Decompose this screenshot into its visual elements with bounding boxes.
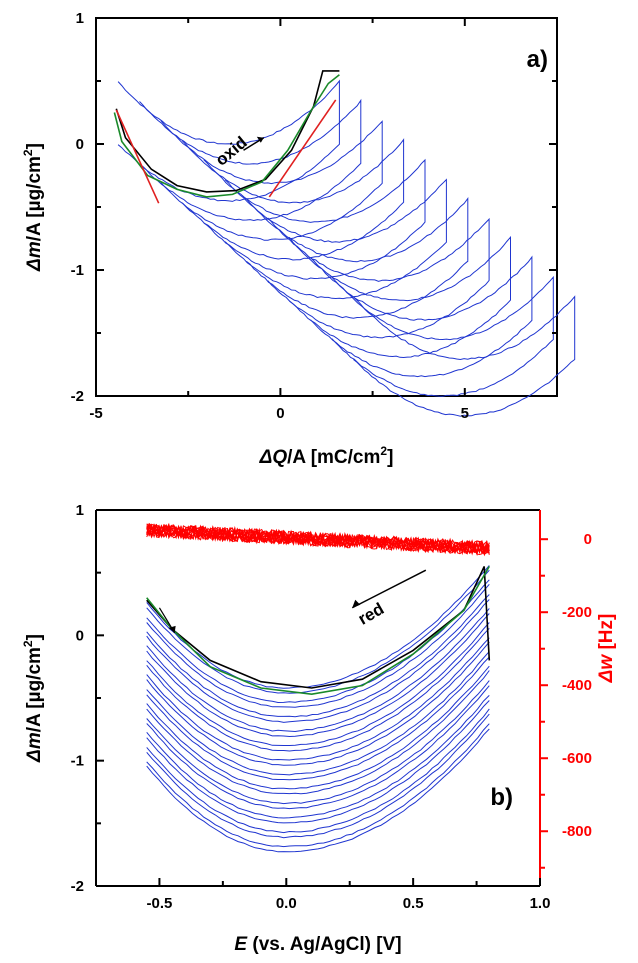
panel-b-series-green-1 [146, 565, 490, 696]
panel-b-yaxis-title-symbol: Δm [24, 732, 45, 763]
panel-b-curve-11-1 [146, 728, 490, 853]
panel-b-curve-3-0 [146, 608, 490, 733]
panel-b-freq-trace-11 [146, 523, 490, 556]
panel-a-yaxis-title-end: ] [24, 143, 45, 149]
panel-a-xtick-label: -5 [89, 405, 102, 422]
panel-a-series-red-3 [268, 99, 337, 198]
panel-b-y2tick-label: 0 [584, 531, 592, 548]
panel-b-curve-10-0 [146, 708, 490, 834]
panel-b-curve-6-1 [146, 656, 490, 781]
panel-b-yaxis-title: Δm/A [µg/cm2] [21, 634, 45, 763]
panel-b-curve-0-0 [146, 565, 490, 689]
panel-b-curve-7-1 [146, 670, 490, 795]
panel-a-loop-3 [181, 138, 405, 261]
panel-b-curve-1-0 [146, 579, 490, 704]
panel-b-y2tick-label: -600 [562, 750, 592, 767]
panel-b-xtick-label: 0.0 [276, 895, 297, 912]
panel-b-freq-trace-13 [146, 524, 490, 555]
panel-a-yaxis-title-unit: /A [µg/cm [24, 156, 45, 241]
panel-b-xtick-label: 1.0 [530, 895, 551, 912]
panel-a-series-red-2 [115, 109, 160, 204]
panel-b-curve-8-1 [146, 685, 490, 810]
panel-b-arrowhead-left [168, 625, 176, 633]
panel-b-arrowhead [352, 599, 361, 608]
panel-b-curve-9-0 [146, 695, 490, 819]
panel-a-yaxis-title-symbol: Δm [24, 241, 45, 272]
panel-b-arrow [351, 569, 427, 609]
panel-b-yaxis-title-end: ] [24, 634, 45, 640]
panel-b-curve-8-0 [146, 680, 490, 805]
panel-a-xaxis-title-unit: /A [mC/cm [287, 447, 380, 468]
panel-b-curve-2-1 [146, 599, 490, 723]
panel-a-ytick-label: -1 [71, 262, 84, 279]
panel-b-ytick-label: 0 [76, 627, 84, 644]
panel-b-curve-3-1 [146, 613, 490, 738]
panel-b-xaxis-title: E (vs. Ag/AgCl) [V] [234, 934, 401, 955]
panel-b-xaxis-title-symbol: E [234, 934, 248, 955]
panel-a-ytick-label: 0 [76, 136, 84, 153]
panel-a-loop-7 [267, 217, 490, 339]
panel-a-ytick-label: 1 [76, 10, 84, 27]
panel-b-curve-1-1 [146, 583, 490, 708]
panel-b-curve-4-1 [146, 628, 490, 752]
panel-b-y2tick-label: -200 [562, 604, 592, 621]
panel-a-ytick-label: -2 [71, 388, 84, 405]
panel-b-curve-10-1 [146, 713, 490, 839]
panel-b-curve-11-0 [146, 723, 490, 848]
panel-a-loop-10 [331, 275, 554, 397]
panel-a-xaxis-title-sup: 2 [380, 444, 387, 458]
panel-a-loop-2 [160, 120, 383, 241]
panel-b-y2axis-title-symbol: Δw [596, 654, 617, 684]
panel-a-frame [95, 17, 558, 397]
panel-b-yaxis-title-unit: /A [µg/cm [24, 647, 45, 732]
panel-a-yaxis-title-sup: 2 [21, 149, 35, 156]
panel-a-series-black-0 [115, 70, 340, 193]
panel-b-curve-5-1 [146, 641, 490, 766]
panel-b-ytick-label: -1 [71, 753, 84, 770]
panel-b-xtick-label: 0.5 [403, 895, 424, 912]
panel-b-xtick-label: -0.5 [146, 895, 172, 912]
panel-a-series-green-1 [113, 74, 340, 198]
panel-b-y2tick-label: -400 [562, 677, 592, 694]
panel-a-loop-11 [353, 295, 576, 417]
panel-b-y2tick-label: -800 [562, 823, 592, 840]
panel-b-series-black-0 [146, 566, 491, 689]
panel-a-xaxis-title-end: ] [387, 447, 393, 468]
panel-b-curve-2-0 [146, 594, 490, 718]
panel-b-curve-9-1 [146, 700, 490, 824]
panel-a-xaxis-title: ΔQ/A [mC/cm2] [259, 444, 394, 468]
panel-a-xtick-label: 5 [461, 405, 469, 422]
panel-b-curve-6-0 [146, 651, 490, 776]
panel-a-loop-5 [224, 178, 447, 300]
panel-a-yaxis-title: Δm/A [µg/cm2] [21, 143, 45, 272]
panel-a-loop-8 [288, 235, 511, 359]
panel-b-curve-5-0 [146, 637, 490, 761]
panel-a-loop-6 [246, 196, 469, 319]
panel-b-y2axis-title: Δw [Hz] [596, 614, 617, 684]
panel-a-xaxis-title-symbol: ΔQ [259, 447, 288, 468]
panel-b-y2axis-title-unit: [Hz] [596, 614, 617, 655]
panel-a-loop-4 [203, 158, 426, 280]
panel-b-xaxis-title-unit: (vs. Ag/AgCl) [V] [247, 934, 401, 955]
panel-b-curve-4-0 [146, 622, 490, 746]
panel-a-loop-0 [117, 79, 340, 202]
panel-b-ytick-label: -2 [71, 878, 84, 895]
panel-b-ytick-label: 1 [76, 502, 84, 519]
panel-b-label: b) [490, 784, 513, 811]
panel-a-loop-9 [310, 255, 533, 378]
panel-b-curve-7-0 [146, 665, 490, 790]
panel-a-arrowhead [256, 136, 264, 143]
panel-b-yaxis-title-sup: 2 [21, 640, 35, 647]
panel-a-label: a) [527, 46, 548, 73]
panel-b-curve-0-1 [146, 569, 490, 694]
panel-a-loop-1 [139, 98, 362, 222]
panel-a-xtick-label: 0 [276, 405, 284, 422]
